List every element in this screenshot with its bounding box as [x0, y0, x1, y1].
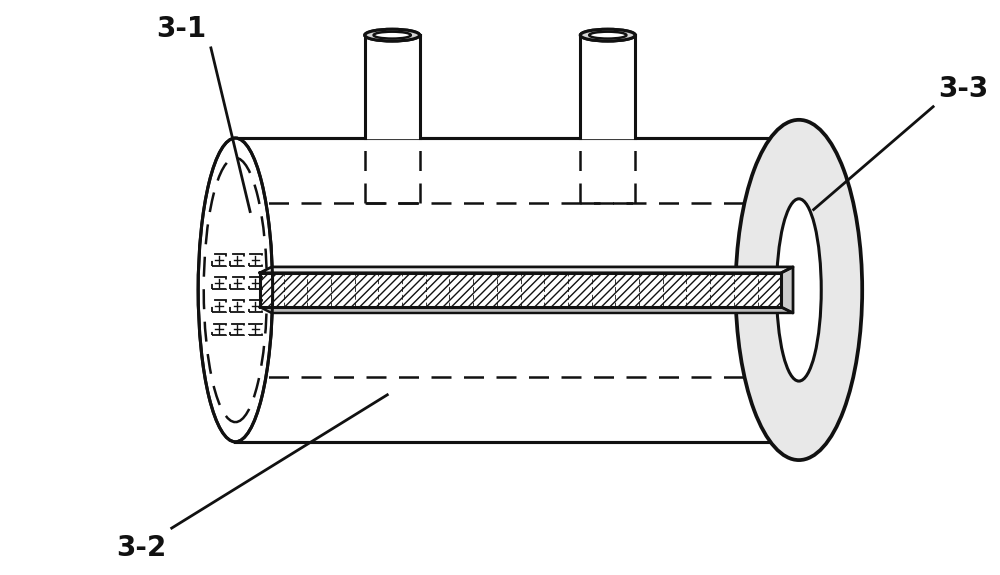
- Bar: [212, 324, 226, 335]
- Polygon shape: [260, 307, 793, 313]
- Bar: [260, 273, 781, 307]
- Bar: [230, 254, 244, 266]
- Ellipse shape: [589, 32, 626, 39]
- Bar: [249, 301, 262, 312]
- Ellipse shape: [365, 29, 420, 41]
- Bar: [230, 301, 244, 312]
- Bar: [212, 301, 226, 312]
- Polygon shape: [781, 267, 793, 313]
- Polygon shape: [580, 35, 635, 138]
- Text: 3-1: 3-1: [156, 15, 206, 43]
- Ellipse shape: [198, 138, 273, 442]
- Bar: [249, 324, 262, 335]
- Bar: [212, 278, 226, 289]
- Ellipse shape: [374, 32, 411, 39]
- FancyBboxPatch shape: [235, 138, 799, 442]
- Bar: [230, 324, 244, 335]
- Bar: [249, 254, 262, 266]
- Bar: [249, 278, 262, 289]
- Polygon shape: [365, 35, 420, 138]
- Bar: [230, 278, 244, 289]
- Text: 3-2: 3-2: [117, 534, 167, 562]
- Text: 3-3: 3-3: [938, 75, 988, 103]
- Bar: [212, 254, 226, 266]
- Ellipse shape: [580, 29, 635, 41]
- Ellipse shape: [736, 120, 862, 460]
- Polygon shape: [260, 267, 793, 273]
- Ellipse shape: [777, 199, 821, 381]
